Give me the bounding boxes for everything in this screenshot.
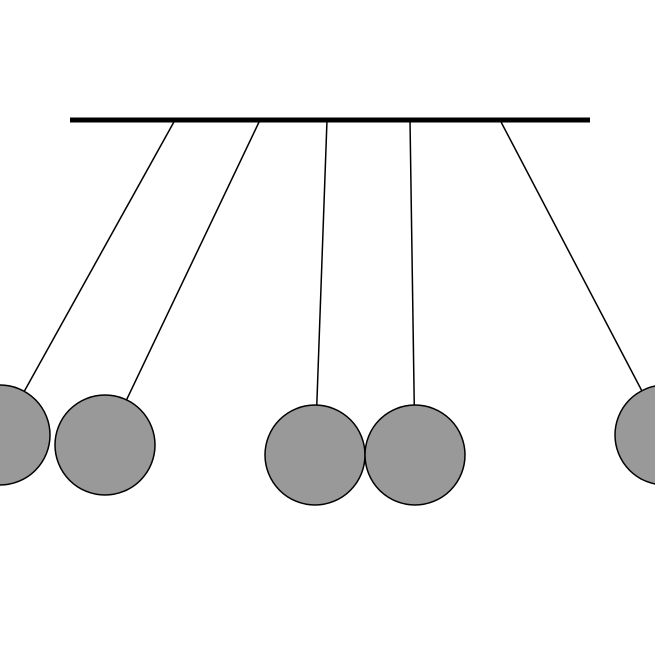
pendulum-ball — [265, 405, 365, 505]
pendulum-ball — [55, 395, 155, 495]
background — [0, 0, 655, 655]
pendulum-ball — [365, 405, 465, 505]
newtons-cradle-diagram — [0, 0, 655, 655]
